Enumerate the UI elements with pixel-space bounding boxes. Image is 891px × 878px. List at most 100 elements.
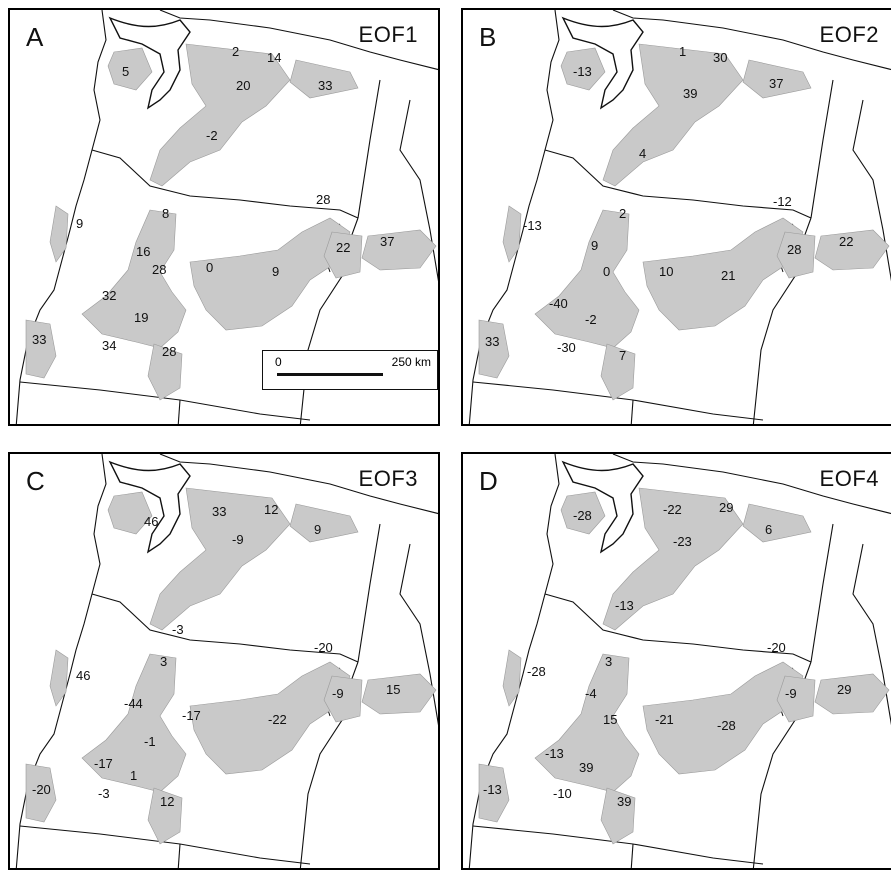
station-value-label: 20 xyxy=(236,78,250,93)
forest-region xyxy=(742,503,812,543)
map-boundary-line xyxy=(544,593,812,663)
map-svg-d: -22 29 -28 6 -23 -13 -20 3 -28 29 -9 -4 15 -21 -28 -13 3… xyxy=(468,454,891,868)
station-value-label: 0 xyxy=(206,260,213,275)
station-value-label: 22 xyxy=(336,240,350,255)
station-value-label: 6 xyxy=(765,522,772,537)
station-value-label: 22 xyxy=(839,234,853,249)
forest-region xyxy=(361,229,437,271)
forest-region xyxy=(560,491,606,535)
forest-region xyxy=(642,661,804,775)
station-value-label: -23 xyxy=(673,534,692,549)
station-value-label: 3 xyxy=(160,654,167,669)
map-boundary-line xyxy=(159,454,438,515)
forest-region xyxy=(642,217,804,331)
station-value-label: 46 xyxy=(76,668,90,683)
map-boundary-line xyxy=(561,16,644,110)
station-value-label: 14 xyxy=(267,50,281,65)
map-boundary-line xyxy=(91,149,359,219)
station-value-label: -22 xyxy=(663,502,682,517)
station-value-label: -17 xyxy=(182,708,201,723)
map-panel-d: -22 29 -28 6 -23 -13 -20 3 -28 29 -9 -4 15 -21 -28 -13 3… xyxy=(461,452,891,870)
station-value-label: 39 xyxy=(579,760,593,775)
map-panel-c: 33 12 46 9 -9 -3 -20 3 46 15 -9 -44 -17 -22 -1 -17 1 -20 -… xyxy=(8,452,440,870)
station-value-label: -28 xyxy=(573,508,592,523)
forest-region xyxy=(776,675,816,723)
forest-region xyxy=(478,319,510,379)
map-boundary-line xyxy=(177,843,181,868)
forest-region xyxy=(25,319,57,379)
station-value-label: 33 xyxy=(485,334,499,349)
station-value-label: 10 xyxy=(659,264,673,279)
panel-letter: D xyxy=(479,466,498,496)
forest-region xyxy=(602,487,744,631)
station-value-label: 28 xyxy=(787,242,801,257)
station-value-label: 29 xyxy=(837,682,851,697)
station-value-label: 9 xyxy=(314,522,321,537)
forest-region xyxy=(602,43,744,187)
panel-title: EOF4 xyxy=(819,466,879,491)
station-value-label: 33 xyxy=(32,332,46,347)
station-value-label: -13 xyxy=(615,598,634,613)
forest-region xyxy=(560,47,606,91)
scale-bar: 0 250 km xyxy=(262,350,438,390)
station-value-label: 21 xyxy=(721,268,735,283)
station-value-label: 16 xyxy=(136,244,150,259)
station-value-label: -1 xyxy=(144,734,156,749)
station-value-label: 33 xyxy=(318,78,332,93)
forest-region xyxy=(49,205,69,263)
station-value-label: 7 xyxy=(619,348,626,363)
map-svg-b: 1 30 -13 37 39 4 -12 2 -13 22 9 28 0 10 21 -40 -2 33 -30 7 xyxy=(468,10,891,424)
station-value-label: 46 xyxy=(144,514,158,529)
station-value-label: -4 xyxy=(585,686,597,701)
station-value-label: -44 xyxy=(124,696,143,711)
station-value-label: -2 xyxy=(206,128,218,143)
panel-letter: C xyxy=(26,466,45,496)
forest-region xyxy=(502,649,522,707)
forest-region xyxy=(534,209,640,349)
station-value-label: -17 xyxy=(94,756,113,771)
forest-region xyxy=(289,503,359,543)
map-boundary-line xyxy=(630,399,634,424)
station-value-label: 2 xyxy=(619,206,626,221)
map-boundary-line xyxy=(159,10,438,71)
station-value-label: 1 xyxy=(130,768,137,783)
station-value-label: 33 xyxy=(212,504,226,519)
station-value-label: 5 xyxy=(122,64,129,79)
station-value-label: 0 xyxy=(603,264,610,279)
station-value-label: 9 xyxy=(591,238,598,253)
forest-region xyxy=(107,491,153,535)
station-value-label: 9 xyxy=(76,216,83,231)
station-value-label: -9 xyxy=(332,686,344,701)
forest-region xyxy=(742,59,812,99)
forest-region xyxy=(600,787,636,845)
station-value-label: 15 xyxy=(386,682,400,697)
panel-title: EOF1 xyxy=(358,22,418,47)
station-value-label: 1 xyxy=(679,44,686,59)
station-value-label: -20 xyxy=(314,640,333,655)
forest-region xyxy=(323,675,363,723)
map-boundary-line xyxy=(810,79,834,219)
panel-letter: A xyxy=(26,22,44,52)
forest-region xyxy=(814,229,890,271)
station-value-label: 28 xyxy=(152,262,166,277)
forest-region xyxy=(814,673,890,715)
forest-region xyxy=(776,231,816,279)
station-value-label: 37 xyxy=(380,234,394,249)
panel-title: EOF2 xyxy=(819,22,879,47)
map-panel-b: 1 30 -13 37 39 4 -12 2 -13 22 9 28 0 10 21 -40 -2 33 -30 7 … xyxy=(461,8,891,426)
forest-region xyxy=(149,487,291,631)
map-boundary-line xyxy=(810,523,834,663)
station-value-label: -2 xyxy=(585,312,597,327)
forest-region xyxy=(502,205,522,263)
station-value-label: 34 xyxy=(102,338,116,353)
forest-region xyxy=(600,343,636,401)
map-boundary-line xyxy=(177,399,181,424)
station-value-label: 8 xyxy=(162,206,169,221)
station-value-label: -9 xyxy=(785,686,797,701)
forest-region xyxy=(107,47,153,91)
station-value-label: -13 xyxy=(573,64,592,79)
map-boundary-line xyxy=(612,454,891,515)
station-value-label: 37 xyxy=(769,76,783,91)
station-value-label: -21 xyxy=(655,712,674,727)
map-svg-c: 33 12 46 9 -9 -3 -20 3 46 15 -9 -44 -17 -22 -1 -17 1 -20 -… xyxy=(15,454,438,868)
